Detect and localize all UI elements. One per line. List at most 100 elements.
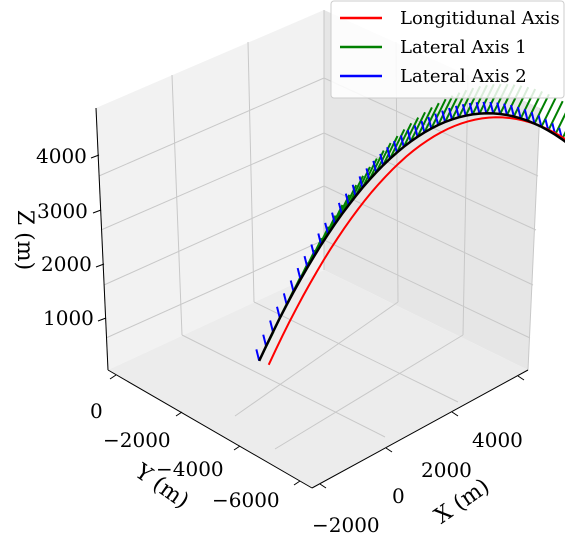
grid-line	[527, 107, 541, 371]
legend-box	[330, 0, 565, 99]
series-layer	[255, 83, 565, 366]
lateral-axis-2-vector	[269, 320, 274, 333]
x-tick-mark	[451, 411, 459, 417]
lateral-axis-2-vector	[510, 104, 515, 117]
y-tick-mark	[109, 374, 117, 380]
x-axis-label: X (m)	[430, 474, 494, 529]
z-tick-mark	[97, 317, 107, 322]
lateral-axis-2-vector	[358, 176, 364, 189]
lateral-axis-2-vector	[317, 233, 323, 246]
z-axis-line	[95, 107, 109, 371]
lateral-axis-2-vector	[282, 293, 288, 306]
lateral-axis-1-vector	[382, 135, 399, 166]
grid-line	[171, 74, 183, 336]
grid-line	[98, 77, 325, 177]
lateral-axis-1-vector	[409, 111, 426, 143]
lateral-axis-2-vector	[351, 184, 357, 197]
lateral-axis-2-vector	[448, 107, 453, 120]
legend-label-lateral-2: Lateral Axis 2	[400, 66, 527, 87]
y-tick-label: −2000	[103, 428, 171, 452]
lateral-axis-2-vector	[503, 103, 508, 116]
lateral-axis-2-vector	[324, 222, 330, 235]
legend-label-longitudinal: Longitidunal Axis	[400, 8, 560, 29]
lateral-axis-2-vector	[420, 120, 426, 133]
lateral-axis-2-vector	[344, 193, 350, 206]
lateral-axis-2-vector	[379, 153, 385, 166]
lateral-axis-1-vector	[554, 112, 565, 136]
x-tick-mark	[319, 483, 327, 489]
lateral-axis-1-vector	[389, 128, 406, 160]
grid-line	[462, 74, 469, 336]
legend-label-lateral-1: Lateral Axis 1	[400, 37, 527, 58]
lateral-axis-2-vector	[516, 106, 522, 119]
z-tick-mark	[95, 263, 105, 268]
lateral-axis-1-vector	[395, 122, 413, 153]
lateral-axis-2-vector	[310, 244, 316, 257]
lateral-axis-2-vector	[331, 212, 336, 225]
grid-line	[253, 301, 459, 403]
x-tick-mark	[517, 375, 525, 381]
lateral-axis-1-vector	[423, 102, 440, 133]
grid-line	[103, 185, 325, 286]
grid-line	[234, 301, 399, 417]
y-tick-label: 0	[90, 399, 103, 423]
y-tick-label: −6000	[212, 488, 280, 512]
y-tick-mark	[293, 480, 301, 486]
lateral-axis-2-vector	[461, 103, 467, 116]
lateral-axis-2-vector	[296, 267, 302, 280]
pane-floor	[108, 270, 528, 488]
lateral-axis-1-vector	[430, 98, 447, 129]
pane-left	[96, 10, 324, 370]
lateral-axis-2-vector	[537, 115, 543, 128]
grid-line	[105, 239, 325, 339]
lateral-axis-2-vector	[475, 101, 481, 114]
z-tick-label: 3000	[37, 199, 88, 223]
y-tick-label: −4000	[156, 457, 224, 481]
lateral-axis-2-vector	[523, 109, 529, 121]
grid-line	[247, 41, 255, 303]
x-tick-label: 0	[392, 484, 405, 508]
z-tick-label: 4000	[36, 144, 87, 168]
x-axis-line	[311, 369, 529, 489]
z-axis-label: Z (m)	[12, 210, 37, 270]
grid-line	[323, 239, 531, 339]
x-tick-mark	[385, 447, 393, 453]
y-tick-mark	[175, 411, 183, 417]
longitudinal-axis-series	[267, 116, 565, 366]
grid-line	[274, 334, 464, 450]
trajectory-line	[258, 112, 565, 362]
grid-line	[323, 132, 537, 231]
lateral-axis-2-vector	[427, 116, 433, 129]
lateral-axis-1-vector	[540, 97, 557, 128]
x-tick-label: 4000	[472, 428, 523, 452]
lateral-axis-2-vector	[406, 129, 412, 142]
lateral-axis-2-vector	[372, 160, 378, 173]
lateral-axis-2-vector	[454, 105, 460, 118]
lateral-axis-2-vector	[496, 102, 502, 115]
x-tick-label: −2000	[312, 513, 380, 537]
lateral-axis-1-vector	[437, 95, 454, 126]
lateral-axis-2-vector	[289, 280, 295, 293]
lateral-axis-2-vector	[393, 140, 398, 153]
lateral-axis-2-vector	[482, 101, 488, 114]
lateral-axis-2-vector	[413, 125, 419, 138]
lateral-axis-2-vector	[337, 202, 343, 215]
lateral-axis-1-vector	[402, 117, 420, 148]
lateral-axis-2-vector	[489, 101, 495, 114]
z-tick-mark	[92, 209, 102, 214]
z-tick-label: 2000	[41, 252, 92, 276]
lateral-axis-1-vector	[533, 93, 550, 124]
grid-line	[100, 132, 325, 231]
lateral-axis-2-vector	[365, 168, 371, 181]
lateral-axis-2-vector	[386, 147, 391, 159]
legend: Longitidunal Axis Lateral Axis 1 Lateral…	[330, 0, 565, 99]
lateral-axis-2-vector	[262, 334, 268, 347]
lateral-axis-1-vector	[416, 107, 433, 138]
lateral-axis-2-vector	[303, 255, 309, 268]
lateral-axis-2-vector	[441, 110, 447, 123]
y-tick-mark	[233, 445, 241, 451]
z-tick-label: 1000	[43, 306, 94, 330]
x-tick-label: 2000	[421, 458, 472, 482]
grid-line	[323, 185, 534, 286]
